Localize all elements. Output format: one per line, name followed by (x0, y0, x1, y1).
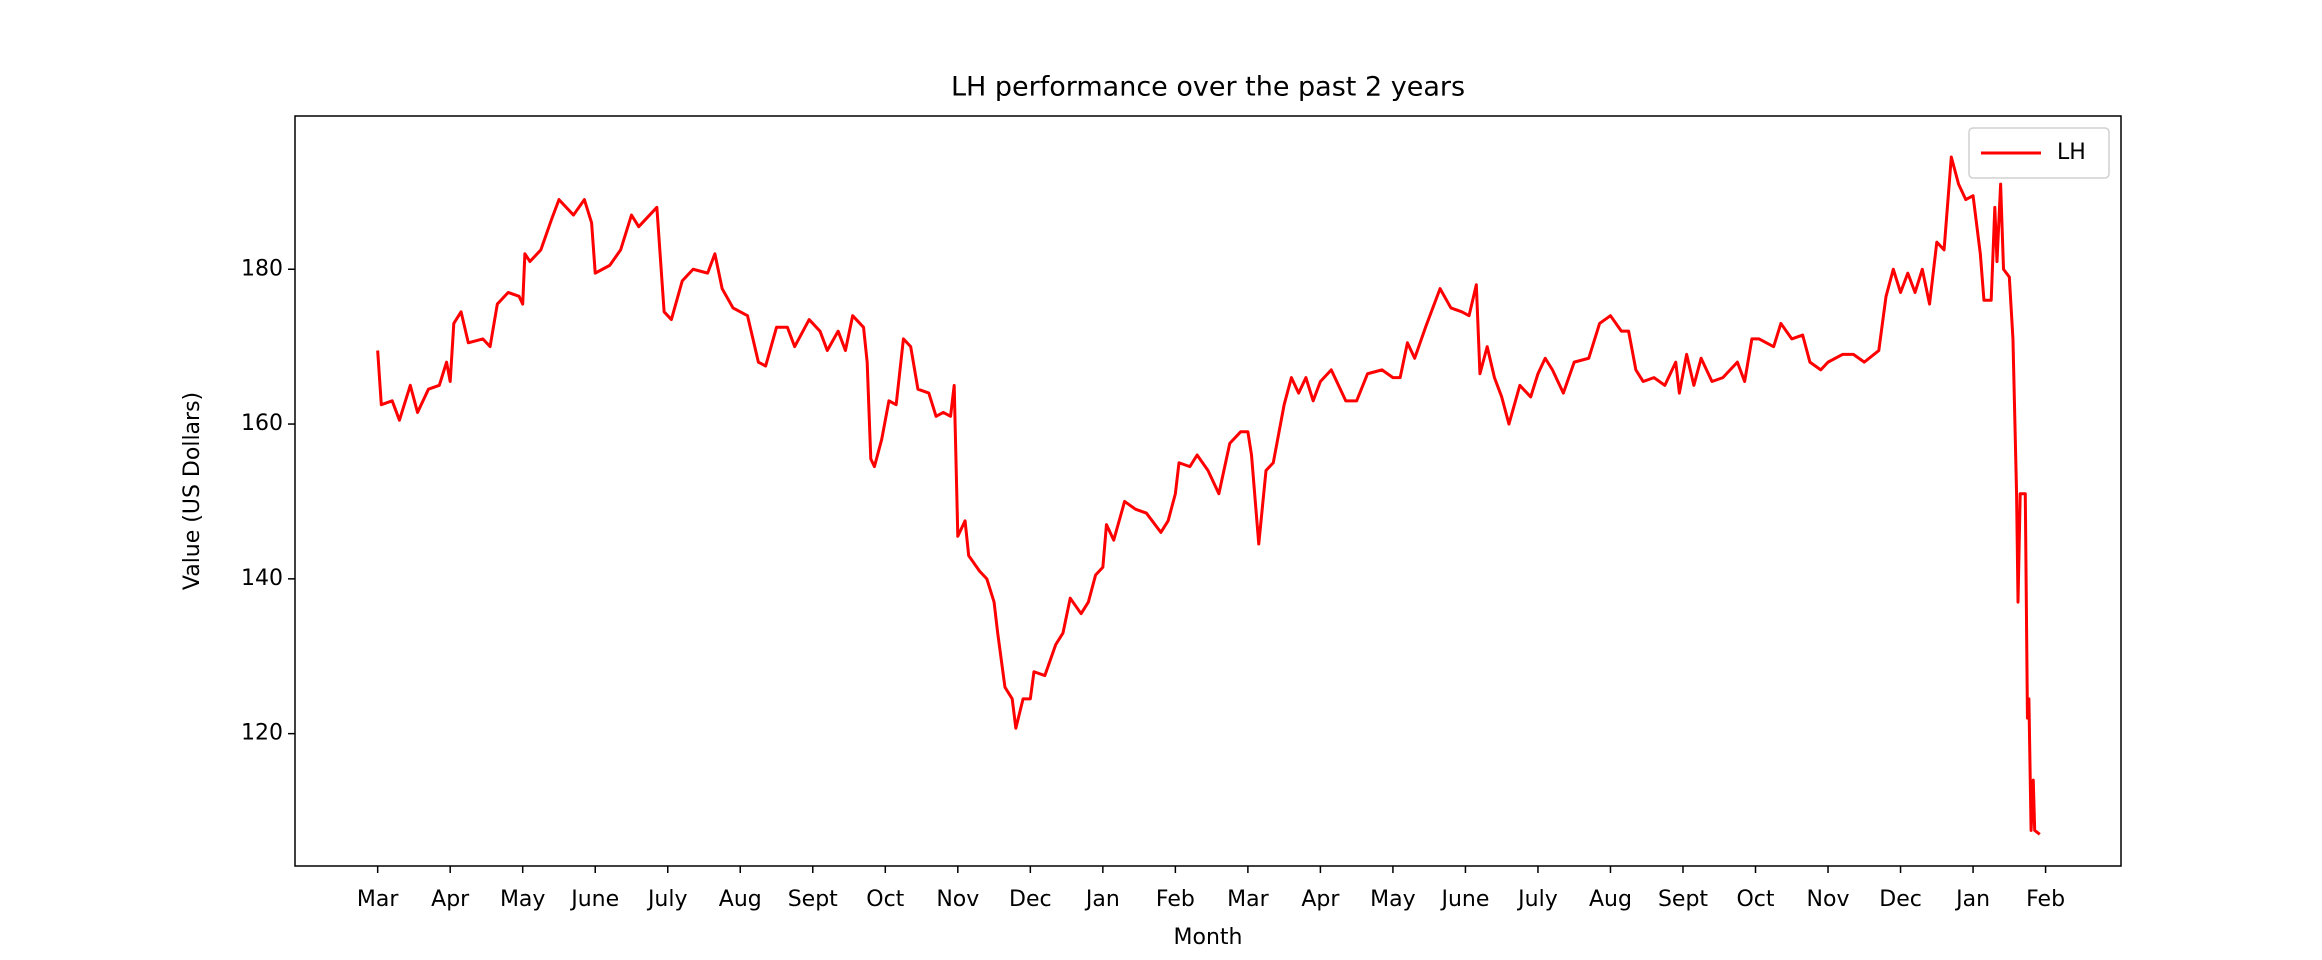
x-tick-label: July (646, 887, 688, 912)
chart-title: LH performance over the past 2 years (951, 72, 1465, 103)
y-tick-label: 180 (241, 256, 283, 281)
y-axis-label: Value (US Dollars) (180, 392, 205, 590)
y-tick-label: 120 (241, 721, 283, 746)
legend-label: LH (2057, 140, 2086, 165)
x-tick-label: Aug (1589, 887, 1632, 912)
x-tick-label: June (569, 887, 619, 912)
x-tick-label: Feb (1156, 887, 1195, 912)
data-line (376, 155, 2041, 836)
x-tick-label: July (1516, 887, 1558, 912)
plot-frame (294, 115, 2122, 867)
y-tick-label: 140 (241, 566, 283, 591)
x-tick-label: June (1439, 887, 1489, 912)
x-tick-label: Sept (1658, 887, 1708, 912)
x-tick-label: Dec (1009, 887, 1052, 912)
y-tick-label: 160 (241, 411, 283, 436)
x-tick-label: Oct (1736, 887, 1774, 912)
x-tick-label: Jan (1084, 887, 1120, 912)
x-tick-label: Nov (1807, 887, 1850, 912)
x-tick-label: May (1370, 887, 1415, 912)
x-axis-label: Month (1174, 925, 1243, 950)
x-tick-label: Aug (719, 887, 762, 912)
x-tick-label: Oct (866, 887, 904, 912)
x-tick-label: Apr (1301, 887, 1340, 912)
x-tick-label: Apr (431, 887, 470, 912)
x-tick-label: Feb (2026, 887, 2065, 912)
x-tick-label: Dec (1879, 887, 1922, 912)
x-tick-label: Mar (357, 887, 399, 912)
x-tick-label: Mar (1227, 887, 1269, 912)
x-tick-label: Nov (936, 887, 979, 912)
x-tick-label: May (500, 887, 545, 912)
x-tick-label: Sept (788, 887, 838, 912)
x-tick-label: Jan (1954, 887, 1990, 912)
